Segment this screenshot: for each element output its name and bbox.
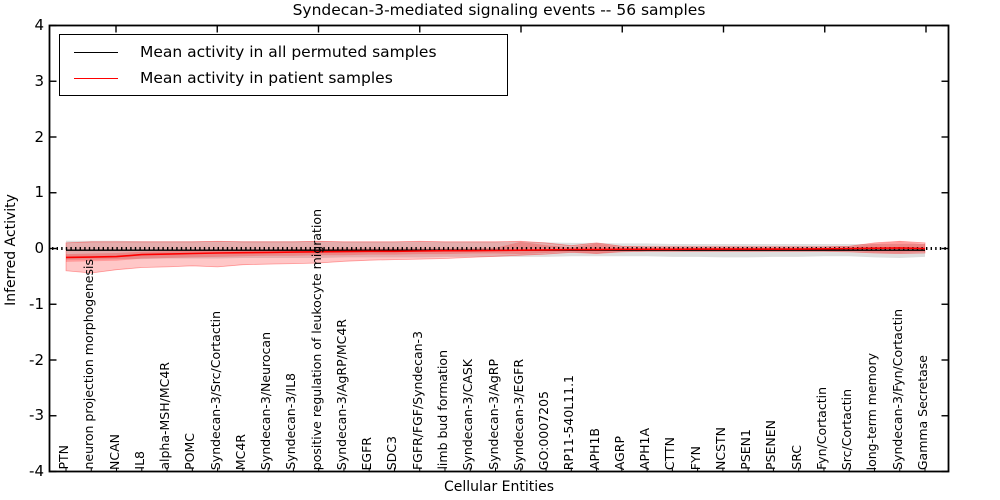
y-tick-label: -1 xyxy=(29,294,44,313)
legend-line-red xyxy=(74,77,118,79)
x-tick-label: RP11-540L11.1 xyxy=(561,374,577,470)
legend-label: Mean activity in all permuted samples xyxy=(140,43,437,61)
y-tick-label: 3 xyxy=(34,71,44,90)
x-tick-label: Syndecan-3/AgRP xyxy=(485,359,501,470)
legend-line-black xyxy=(74,51,118,53)
x-tick-label: MC4R xyxy=(232,433,248,470)
legend-label: Mean activity in patient samples xyxy=(140,69,393,87)
x-tick-label: PTN xyxy=(56,445,71,470)
band-patient-inner xyxy=(66,241,925,262)
y-tick-label: 0 xyxy=(34,239,44,257)
x-tick-label: Syndecan-3/EGFR xyxy=(510,358,526,470)
x-tick-label: SDC3 xyxy=(384,435,400,470)
y-tick-label: 2 xyxy=(34,127,44,146)
x-tick-label: FGFR/FGF/Syndecan-3 xyxy=(409,330,425,470)
x-tick-label: NCAN xyxy=(106,434,122,470)
x-tick-label: PSENEN xyxy=(763,420,779,470)
x-tick-label: EGFR xyxy=(359,436,375,470)
x-tick-label: NCSTN xyxy=(712,427,728,470)
x-tick-label: APH1A xyxy=(637,428,653,470)
x-tick-label: limb bud formation xyxy=(434,350,450,470)
x-tick-label: GO:0007205 xyxy=(536,390,552,470)
y-tick-label: 1 xyxy=(34,183,44,202)
x-tick-label: IL8 xyxy=(131,451,147,470)
x-tick-label: APH1B xyxy=(586,427,602,470)
y-tick-label: -2 xyxy=(29,350,44,369)
legend: Mean activity in all permuted samples Me… xyxy=(59,34,508,96)
x-tick-label: Syndecan-3/Neurocan xyxy=(258,332,274,470)
x-tick-label: Fyn/Cortactin xyxy=(813,387,829,470)
x-tick-label: CTTN xyxy=(662,436,678,470)
x-tick-label: neuron projection morphogenesis xyxy=(81,259,97,470)
x-tick-label: alpha-MSH/MC4R xyxy=(157,362,173,470)
x-tick-label: Syndecan-3/IL8 xyxy=(283,373,299,470)
x-tick-label: AGRP xyxy=(611,435,627,470)
x-tick-label: Gamma Secretase xyxy=(915,354,930,470)
x-tick-label: POMC xyxy=(182,433,198,470)
x-axis-title: Cellular Entities xyxy=(443,479,555,495)
x-tick-label: PSEN1 xyxy=(738,429,754,470)
x-tick-label: Syndecan-3/Src/Cortactin xyxy=(207,310,223,470)
x-tick-label: Src/Cortactin xyxy=(839,388,855,470)
x-tick-label: Syndecan-3/CASK xyxy=(460,358,476,470)
legend-item-permuted: Mean activity in all permuted samples xyxy=(74,43,507,61)
line-patient-mean xyxy=(65,247,926,259)
legend-item-patient: Mean activity in patient samples xyxy=(74,69,507,87)
x-tick-label: FYN xyxy=(687,445,703,470)
y-tick-label: 4 xyxy=(34,16,44,34)
chart-title: Syndecan-3-mediated signaling events -- … xyxy=(292,1,706,19)
y-tick-label: -3 xyxy=(29,406,44,425)
x-tick-label: Syndecan-3/AgRP/MC4R xyxy=(333,318,349,470)
x-tick-label: positive regulation of leukocyte migrati… xyxy=(308,208,324,470)
x-tick-label: long-term memory xyxy=(864,352,880,470)
y-tick-label: -4 xyxy=(29,462,44,480)
x-tick-label: Syndecan-3/Fyn/Cortactin xyxy=(889,309,905,470)
x-tick-label: SRC xyxy=(788,445,804,470)
